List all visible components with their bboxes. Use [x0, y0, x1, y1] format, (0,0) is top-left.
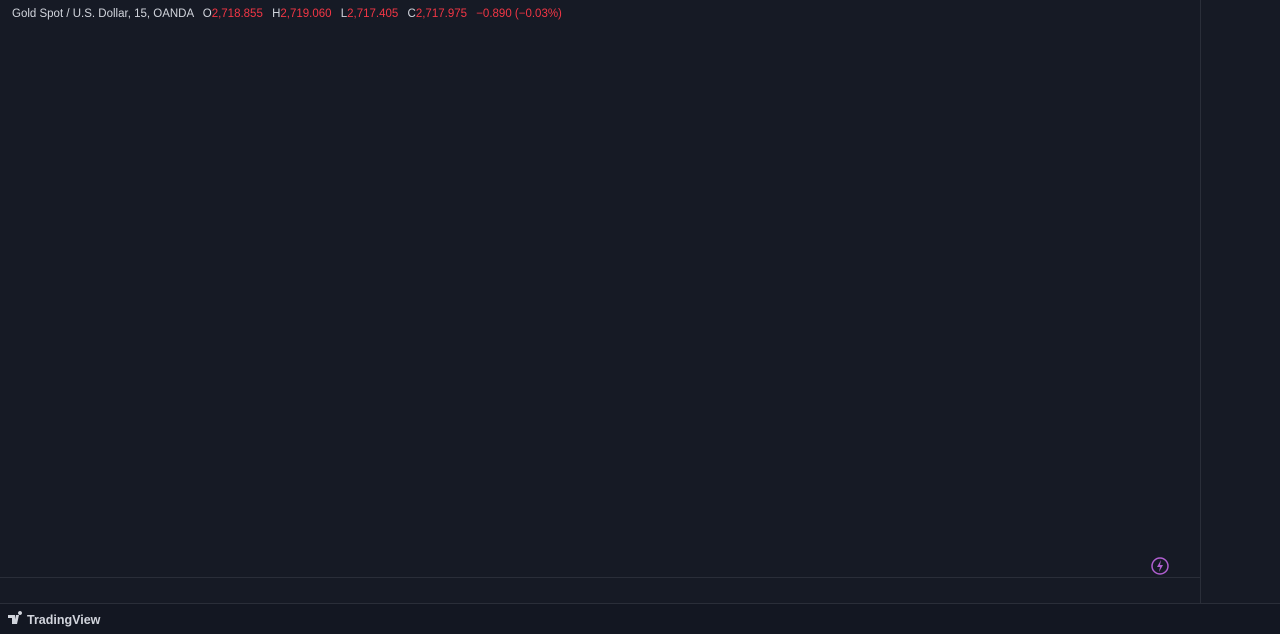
alert-bolt	[1157, 560, 1163, 572]
alert-icon[interactable]	[1151, 557, 1169, 575]
symbol: Gold Spot / U.S. Dollar, 15, OANDA	[12, 8, 194, 20]
ohlc-value: 2,717.405	[347, 8, 399, 20]
ohlc-key: C	[407, 8, 416, 20]
change: −0.890 (−0.03%)	[476, 8, 562, 20]
logo	[8, 611, 23, 624]
footer: TradingView	[0, 603, 1280, 634]
symbol-legend: Gold Spot / U.S. Dollar, 15, OANDA O2,71…	[12, 8, 562, 20]
ohlc-value: 2,717.975	[415, 8, 468, 20]
brand: TradingView	[27, 613, 101, 627]
ohlc-key: L	[340, 8, 348, 20]
ohlc-value: 2,718.855	[211, 8, 263, 20]
background	[0, 0, 1280, 603]
ohlc-key: H	[272, 8, 281, 20]
ohlc-key: O	[202, 8, 212, 20]
chart	[0, 0, 1280, 603]
ohlc-value: 2,719.060	[280, 8, 332, 20]
